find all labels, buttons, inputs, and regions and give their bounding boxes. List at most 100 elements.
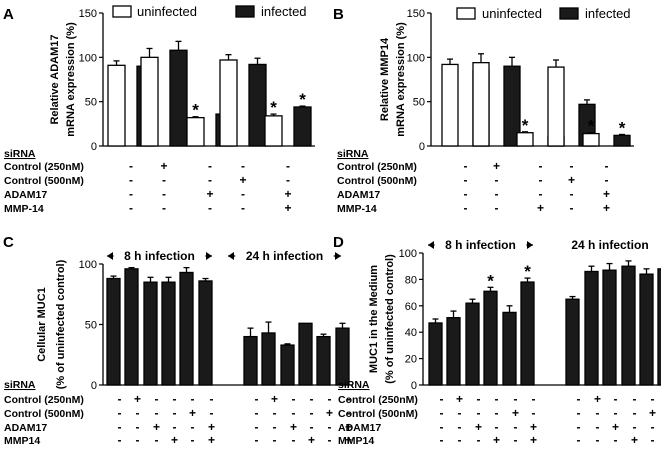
panel-b-sirna-mark: + xyxy=(493,159,500,173)
panel-d-sirna-mark: + xyxy=(512,406,519,420)
panel-letter-c: C xyxy=(3,234,14,251)
panel-c-group-label-bg xyxy=(235,248,334,262)
panel-c-sirna-mark: - xyxy=(173,392,177,406)
panel-c-bar xyxy=(335,327,350,386)
panel-d-sirna-mark: - xyxy=(495,406,499,420)
panel-d-bar xyxy=(584,270,599,386)
panel-d-significance-star: * xyxy=(524,262,531,281)
panel-d-sirna-mark: - xyxy=(514,392,518,406)
panel-letter-b: B xyxy=(333,6,344,23)
panel-a-sirna-mark: - xyxy=(129,201,133,215)
panel-c-group-label: 8 h infection xyxy=(124,249,195,263)
panel-c-sirna-mark: - xyxy=(255,420,259,434)
panel-a-sirna-row-label: Control (250nM) xyxy=(4,161,84,173)
panel-d-sirna-mark: - xyxy=(577,433,581,447)
panel-c-sirna-mark: - xyxy=(191,392,195,406)
panel-a-sirna-mark: - xyxy=(241,187,245,201)
panel-c-sirna-mark: - xyxy=(328,392,332,406)
panel-c-sirna-mark: + xyxy=(208,433,215,447)
panel-b-sirna-mark: - xyxy=(464,201,468,215)
panel-c-sirna-mark: + xyxy=(345,433,352,447)
panel-c-sirna-mark: + xyxy=(171,433,178,447)
panel-c-chart: 0 50 100 Cellular MUC1 (% of uninfected cont… xyxy=(4,248,353,447)
panel-a-sirna-mark: - xyxy=(241,159,245,173)
panel-b-y-label-line: mRNA expression (%) xyxy=(395,22,407,137)
panel-c-sirna-mark: - xyxy=(210,406,214,420)
panel-d-sirna-mark: - xyxy=(514,420,518,434)
panel-c-sirna-mark: + xyxy=(153,420,160,434)
panel-a-sirna-mark: + xyxy=(284,187,291,201)
panel-a-significance-star: * xyxy=(299,90,306,109)
panel-a-bar xyxy=(264,115,283,147)
panel-d-sirna-mark: - xyxy=(596,406,600,420)
panel-d-sirna-mark: - xyxy=(633,406,637,420)
panel-c-sirna-row-label: Control (500nM) xyxy=(4,408,84,420)
panel-a-bar xyxy=(169,49,188,147)
panel-d-sirna-mark: - xyxy=(651,433,655,447)
panel-c-arrowhead-left xyxy=(228,252,234,260)
panel-c-y-tick-label: 100 xyxy=(79,259,97,271)
panel-a-sirna-mark: - xyxy=(129,159,133,173)
panel-c-bar xyxy=(198,280,213,386)
panel-a-chart: 0 50 100 150 Relative ADAM17 mRNA expression … xyxy=(4,4,315,215)
panel-d-bar xyxy=(602,269,617,386)
panel-a-sirna-header: siRNA xyxy=(4,148,36,160)
panel-c-sirna-mark: - xyxy=(191,433,195,447)
panel-d-sirna-mark: - xyxy=(458,406,462,420)
panel-d-sirna-mark: + xyxy=(456,392,463,406)
panel-d-sirna-header: siRNA xyxy=(338,379,370,391)
panel-b-sirna-mark: + xyxy=(603,201,610,215)
panel-b-sirna-mark: + xyxy=(537,201,544,215)
panel-b-sirna-mark: - xyxy=(495,201,499,215)
panel-d-sirna-mark: - xyxy=(458,420,462,434)
panel-d-sirna-mark: - xyxy=(614,433,618,447)
panel-a-sirna-row-label: Control (500nM) xyxy=(4,175,84,187)
panel-d-sirna-mark: - xyxy=(577,392,581,406)
panel-d-sirna-mark: - xyxy=(633,392,637,406)
panel-a-sirna-mark: - xyxy=(241,201,245,215)
panel-c-sirna-mark: - xyxy=(191,420,195,434)
panel-d-sirna-mark: - xyxy=(440,433,444,447)
panel-d-sirna-row-label: Control (250nM) xyxy=(338,394,418,406)
panel-d-sirna-mark: - xyxy=(532,406,536,420)
panel-c-sirna-mark: - xyxy=(118,420,122,434)
panel-b-y-tick-label: 0 xyxy=(419,141,425,153)
panel-c-sirna-mark: - xyxy=(136,433,140,447)
panel-c-sirna-mark: - xyxy=(173,420,177,434)
panel-a-sirna-mark: + xyxy=(160,159,167,173)
panel-b-sirna-header: siRNA xyxy=(337,148,369,160)
panel-c-sirna-mark: - xyxy=(310,420,314,434)
panel-c-sirna-mark: + xyxy=(271,392,278,406)
panel-b-sirna-mark: - xyxy=(464,159,468,173)
panel-d-sirna-mark: + xyxy=(631,433,638,447)
panel-d-sirna-mark: - xyxy=(495,392,499,406)
panel-a-sirna-mark: - xyxy=(286,159,290,173)
panel-d-sirna-mark: - xyxy=(477,406,481,420)
panel-c-y-tick-label: 50 xyxy=(85,320,97,332)
panel-d-sirna-mark: + xyxy=(594,392,601,406)
panel-c-y-tick-label: 0 xyxy=(91,380,97,392)
panel-a-sirna-mark: + xyxy=(284,201,291,215)
panel-d-sirna-row-label: Control (500nM) xyxy=(338,408,418,420)
panel-d-bar xyxy=(520,281,535,386)
panel-d-sirna-mark: - xyxy=(596,433,600,447)
panel-b-sirna-mark: - xyxy=(495,187,499,201)
panel-d-y-tick-label: 20 xyxy=(405,354,417,366)
panel-c-sirna-mark: - xyxy=(136,420,140,434)
panel-a-significance-star: * xyxy=(270,98,277,117)
panel-d-bar xyxy=(657,268,661,386)
panel-d-bar xyxy=(502,311,517,386)
panel-c-bar xyxy=(161,281,176,386)
panel-a-legend-swatch xyxy=(235,5,255,18)
panel-d-y-tick-label: 0 xyxy=(411,380,417,392)
panel-c-bar xyxy=(243,335,258,386)
panel-d-sirna-row-label: MMP14 xyxy=(338,435,374,447)
panel-c-sirna-mark: - xyxy=(328,433,332,447)
panel-a-sirna-mark: - xyxy=(162,201,166,215)
panel-c-sirna-header: siRNA xyxy=(4,379,36,391)
panel-d-sirna-mark: - xyxy=(633,420,637,434)
panel-d-group-label: 8 h infection xyxy=(445,238,516,252)
panel-c-group-label: 24 h infection xyxy=(246,249,323,263)
panel-c-sirna-mark: + xyxy=(208,420,215,434)
